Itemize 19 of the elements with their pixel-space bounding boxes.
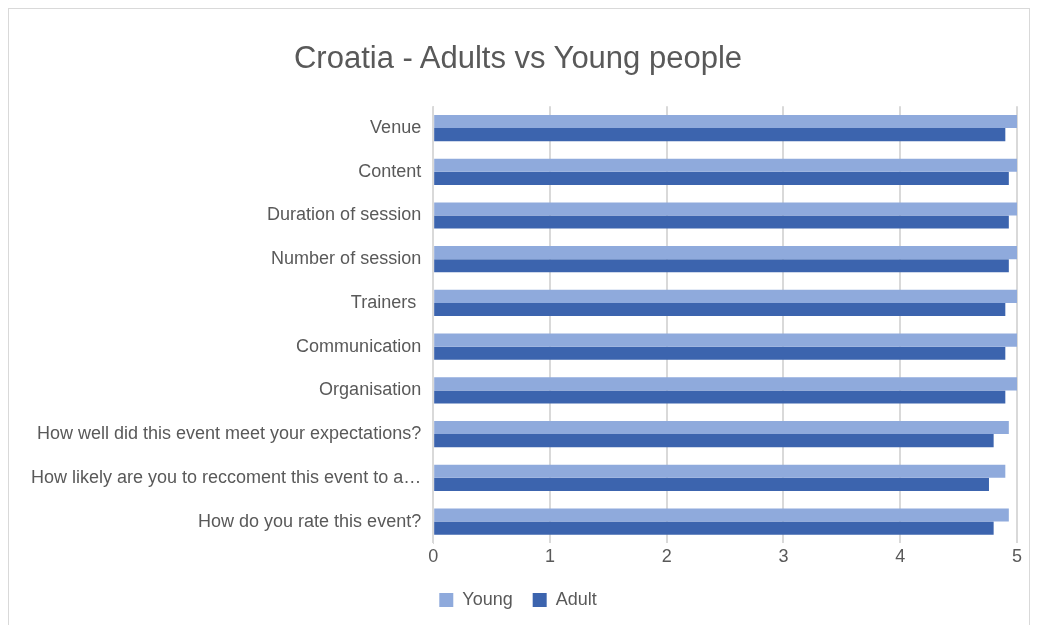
x-tick-label: 4	[895, 546, 906, 567]
y-tick-label: Communication	[296, 335, 422, 356]
chart-title: Croatia - Adults vs Young people	[293, 40, 743, 76]
y-tick-label: Organisation	[319, 379, 422, 400]
x-tick-label: 0	[428, 546, 439, 567]
x-tick-label: 3	[778, 546, 789, 567]
y-tick-label: Number of session	[271, 248, 422, 269]
x-tick-label: 2	[661, 546, 672, 567]
y-tick-label: How do you rate this event?	[198, 510, 422, 531]
legend-label: Young	[462, 588, 513, 609]
x-tick-label: 1	[544, 546, 555, 567]
y-tick-label: How well did this event meet your expectations?	[36, 423, 422, 444]
legend-label: Adult	[555, 588, 597, 609]
x-tick-label: 5	[1011, 546, 1023, 567]
y-tick-label: Content	[358, 160, 422, 181]
y-tick-label: Duration of session	[267, 204, 422, 225]
y-tick-label: Venue	[370, 117, 422, 138]
y-tick-label: Trainers	[350, 291, 422, 312]
y-tick-label: How likely are you to reccoment this event to a…	[30, 466, 422, 487]
